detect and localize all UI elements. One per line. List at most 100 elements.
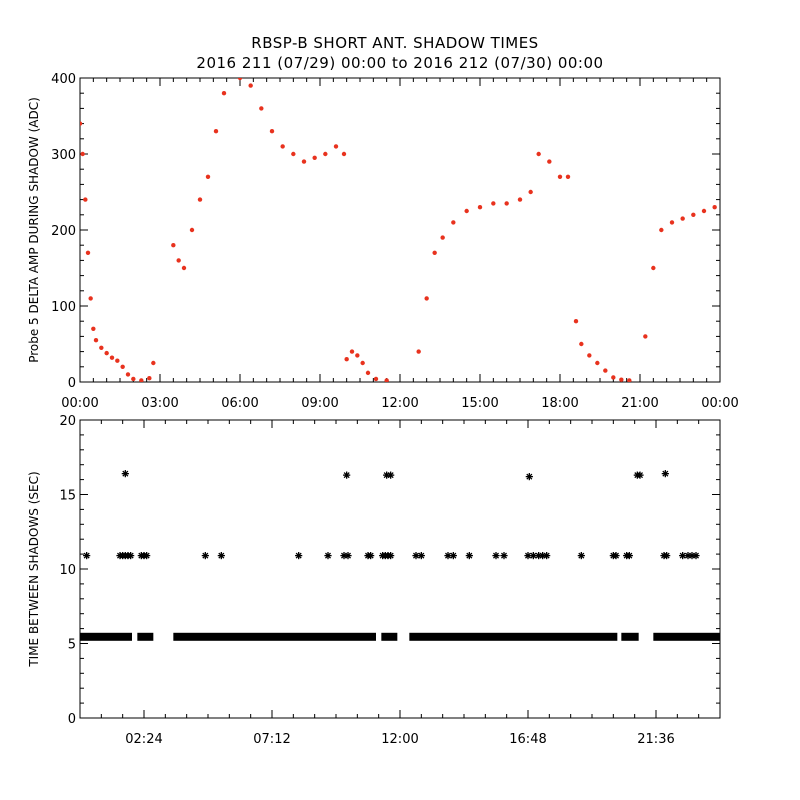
scatter-point [171, 243, 176, 248]
scatter-point [312, 155, 317, 160]
scatter-point [125, 372, 131, 377]
asterisk-marker [217, 551, 225, 560]
scatter-point [88, 296, 93, 301]
scatter-point [120, 364, 125, 369]
scatter-point [659, 227, 664, 233]
asterisk-marker [612, 551, 620, 560]
top-y-axis-label: Probe 5 DELTA AMP DURING SHADOW (ADC) [27, 97, 41, 363]
asterisk-marker [143, 551, 151, 560]
top-y-tick-label: 0 [68, 376, 76, 391]
asterisk-stroke [127, 552, 134, 559]
scatter-point [464, 208, 469, 214]
asterisk-marker [661, 470, 669, 478]
asterisk-marker [295, 551, 303, 560]
scatter-point [669, 220, 675, 225]
bottom-x-tick-label: 07:12 [253, 732, 290, 747]
scatter-point [176, 258, 181, 263]
interval-band-segment [621, 632, 639, 641]
top-x-tick-label: 09:00 [301, 396, 338, 411]
asterisk-stroke [530, 552, 537, 559]
bottom-frame [79, 419, 721, 719]
scatter-point [701, 208, 707, 214]
scatter-point [91, 326, 96, 331]
top-y-tick-label: 300 [51, 148, 76, 163]
top-y-tick-label: 400 [51, 72, 76, 87]
bottom-x-tick-label: 02:24 [125, 732, 162, 747]
scatter-point [115, 358, 120, 363]
bottom-y-tick-label: 15 [59, 489, 76, 504]
asterisk-stroke [524, 552, 532, 559]
asterisk-stroke [612, 552, 620, 559]
bottom-y-tick-label: 10 [59, 563, 76, 578]
asterisk-stroke [202, 552, 209, 559]
scatter-point [349, 349, 355, 354]
scatter-point [341, 151, 347, 157]
asterisk-marker [465, 551, 473, 560]
asterisk-marker [449, 551, 457, 560]
scatter-point [557, 174, 563, 179]
scatter-point [80, 121, 83, 126]
asterisk-marker [387, 551, 395, 560]
asterisk-stroke [679, 552, 686, 559]
top-x-tick-label: 21:00 [621, 396, 658, 411]
scatter-point [565, 174, 571, 179]
scatter-point [291, 151, 296, 157]
scatter-point [517, 197, 523, 202]
asterisk-marker [387, 471, 395, 479]
interval-band-segment [137, 632, 154, 641]
scatter-point [691, 212, 696, 217]
scatter-point [355, 353, 360, 358]
asterisk-marker [663, 551, 671, 560]
top-x-tick-label: 06:00 [221, 396, 258, 411]
asterisk-stroke [143, 552, 150, 559]
asterisk-marker [343, 471, 351, 479]
scatter-point [536, 151, 541, 157]
asterisk-stroke [492, 552, 500, 559]
asterisk-stroke [543, 552, 550, 559]
scatter-point [301, 159, 307, 164]
scatter-point [131, 376, 136, 382]
asterisk-stroke [663, 552, 670, 559]
scatter-point [619, 377, 624, 382]
asterisk-marker [500, 551, 508, 560]
scatter-point [205, 174, 211, 179]
scatter-point [547, 159, 552, 164]
top-y-tick-label: 200 [51, 224, 76, 239]
scatter-point [344, 357, 349, 362]
scatter-point [587, 353, 592, 358]
asterisk-stroke [466, 552, 473, 559]
asterisk-marker [636, 471, 644, 479]
interval-band-segment [653, 632, 720, 641]
top-frame [79, 77, 721, 383]
asterisk-stroke [218, 552, 225, 559]
bottom-y-tick-label: 20 [59, 414, 76, 429]
scatter-point [181, 265, 187, 271]
asterisk-stroke [692, 552, 700, 559]
asterisk-marker [492, 551, 500, 560]
scatter-point [259, 106, 264, 111]
bottom-x-tick-label: 16:48 [509, 732, 546, 747]
scatter-point [360, 360, 365, 366]
top-x-tick-label: 15:00 [461, 396, 498, 411]
asterisk-stroke [367, 552, 374, 559]
scatter-point [85, 250, 91, 255]
interval-band-segment [80, 632, 132, 641]
scatter-point [424, 296, 429, 301]
top-x-tick-label: 03:00 [141, 396, 178, 411]
scatter-point [477, 205, 483, 210]
asterisk-stroke [295, 552, 302, 559]
asterisk-stroke [636, 472, 644, 479]
scatter-point [109, 355, 115, 360]
top-x-tick-label: 00:00 [61, 396, 98, 411]
scatter-point [147, 376, 152, 381]
scatter-point [333, 144, 339, 149]
asterisk-stroke [343, 472, 350, 479]
top-x-tick-label: 18:00 [541, 396, 578, 411]
asterisk-marker [344, 551, 352, 560]
asterisk-stroke [83, 552, 90, 559]
top-y-tick-label: 100 [51, 300, 76, 315]
bottom-panel: 02:24 07:12 12:00 16:48 21:36 0 5 10 15 20 TIME BE… [27, 414, 721, 747]
scatter-point [280, 144, 285, 149]
scatter-point [221, 91, 227, 96]
